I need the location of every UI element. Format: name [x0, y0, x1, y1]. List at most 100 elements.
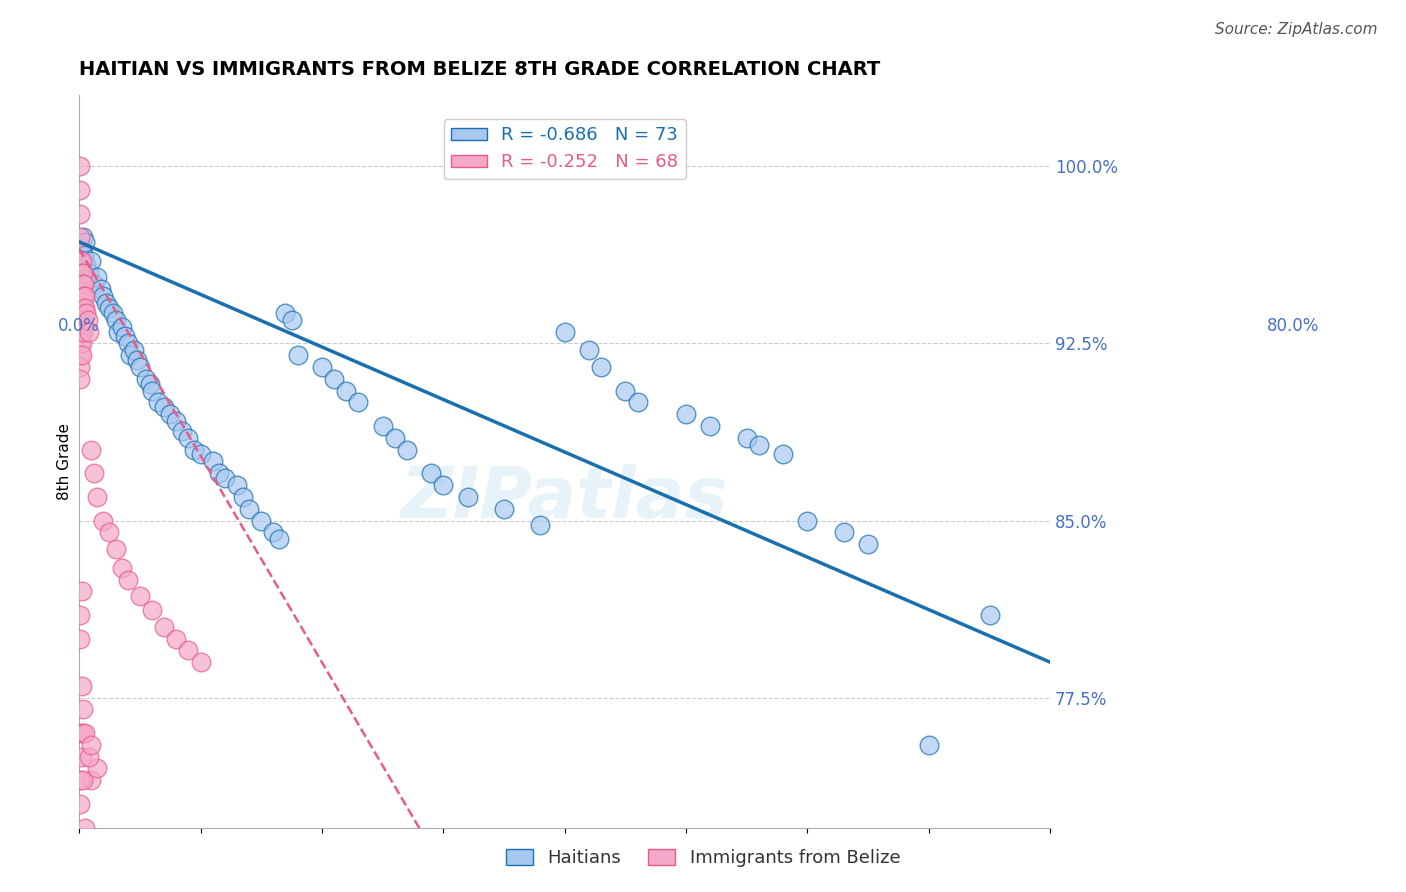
Legend: R = -0.686   N = 73, R = -0.252   N = 68: R = -0.686 N = 73, R = -0.252 N = 68 — [444, 120, 686, 178]
Point — [262, 525, 284, 540]
Point — [69, 325, 91, 339]
Point — [70, 679, 93, 693]
Point — [80, 773, 103, 788]
Point — [735, 431, 758, 445]
Point — [420, 467, 443, 481]
Point — [117, 336, 139, 351]
Point — [287, 348, 309, 362]
Point — [80, 253, 103, 268]
Point — [250, 514, 273, 528]
Point — [70, 277, 93, 292]
Point — [153, 620, 176, 634]
Point — [83, 467, 105, 481]
Point — [232, 490, 254, 504]
Point — [75, 235, 97, 249]
Point — [73, 313, 96, 327]
Point — [70, 242, 93, 256]
Point — [69, 301, 91, 315]
Point — [69, 313, 91, 327]
Point — [101, 306, 124, 320]
Point — [72, 289, 94, 303]
Point — [75, 821, 97, 835]
Point — [90, 282, 112, 296]
Point — [190, 655, 212, 669]
Y-axis label: 8th Grade: 8th Grade — [58, 423, 72, 500]
Point — [69, 277, 91, 292]
Point — [69, 183, 91, 197]
Text: Source: ZipAtlas.com: Source: ZipAtlas.com — [1215, 22, 1378, 37]
Point — [591, 359, 613, 374]
Point — [75, 306, 97, 320]
Point — [69, 372, 91, 386]
Point — [347, 395, 370, 409]
Point — [554, 325, 576, 339]
Text: 80.0%: 80.0% — [1267, 317, 1319, 334]
Point — [796, 514, 818, 528]
Point — [146, 395, 169, 409]
Point — [69, 289, 91, 303]
Point — [110, 561, 132, 575]
Point — [177, 431, 200, 445]
Point — [72, 301, 94, 315]
Text: ZIPatlas: ZIPatlas — [401, 464, 728, 533]
Point — [98, 301, 121, 315]
Point — [432, 478, 454, 492]
Point — [141, 603, 163, 617]
Point — [83, 277, 105, 292]
Point — [201, 454, 224, 468]
Point — [98, 525, 121, 540]
Point — [280, 313, 302, 327]
Point — [73, 277, 96, 292]
Point — [127, 353, 149, 368]
Point — [141, 384, 163, 398]
Point — [77, 325, 100, 339]
Point — [311, 359, 333, 374]
Point — [70, 301, 93, 315]
Point — [69, 206, 91, 220]
Point — [86, 490, 108, 504]
Point — [75, 289, 97, 303]
Point — [128, 589, 150, 603]
Point — [165, 632, 187, 646]
Point — [492, 501, 515, 516]
Point — [69, 773, 91, 788]
Point — [70, 584, 93, 599]
Point — [107, 325, 129, 339]
Point — [183, 442, 205, 457]
Point — [114, 329, 136, 343]
Point — [772, 447, 794, 461]
Point — [70, 266, 93, 280]
Point — [614, 384, 637, 398]
Point — [69, 336, 91, 351]
Point — [238, 501, 260, 516]
Point — [80, 442, 103, 457]
Point — [117, 573, 139, 587]
Point — [72, 266, 94, 280]
Point — [177, 643, 200, 657]
Point — [73, 301, 96, 315]
Point — [75, 726, 97, 740]
Point — [72, 325, 94, 339]
Point — [190, 447, 212, 461]
Point — [395, 442, 418, 457]
Point — [94, 296, 117, 310]
Point — [165, 414, 187, 428]
Point — [120, 348, 142, 362]
Point — [159, 407, 181, 421]
Point — [72, 230, 94, 244]
Point — [135, 372, 157, 386]
Point — [70, 325, 93, 339]
Point — [76, 313, 98, 327]
Point — [72, 277, 94, 292]
Point — [70, 253, 93, 268]
Point — [69, 230, 91, 244]
Point — [69, 159, 91, 173]
Point — [529, 518, 551, 533]
Point — [73, 289, 96, 303]
Point — [72, 702, 94, 716]
Point — [70, 348, 93, 362]
Point — [72, 726, 94, 740]
Point — [138, 376, 160, 391]
Point — [269, 533, 291, 547]
Point — [918, 738, 941, 752]
